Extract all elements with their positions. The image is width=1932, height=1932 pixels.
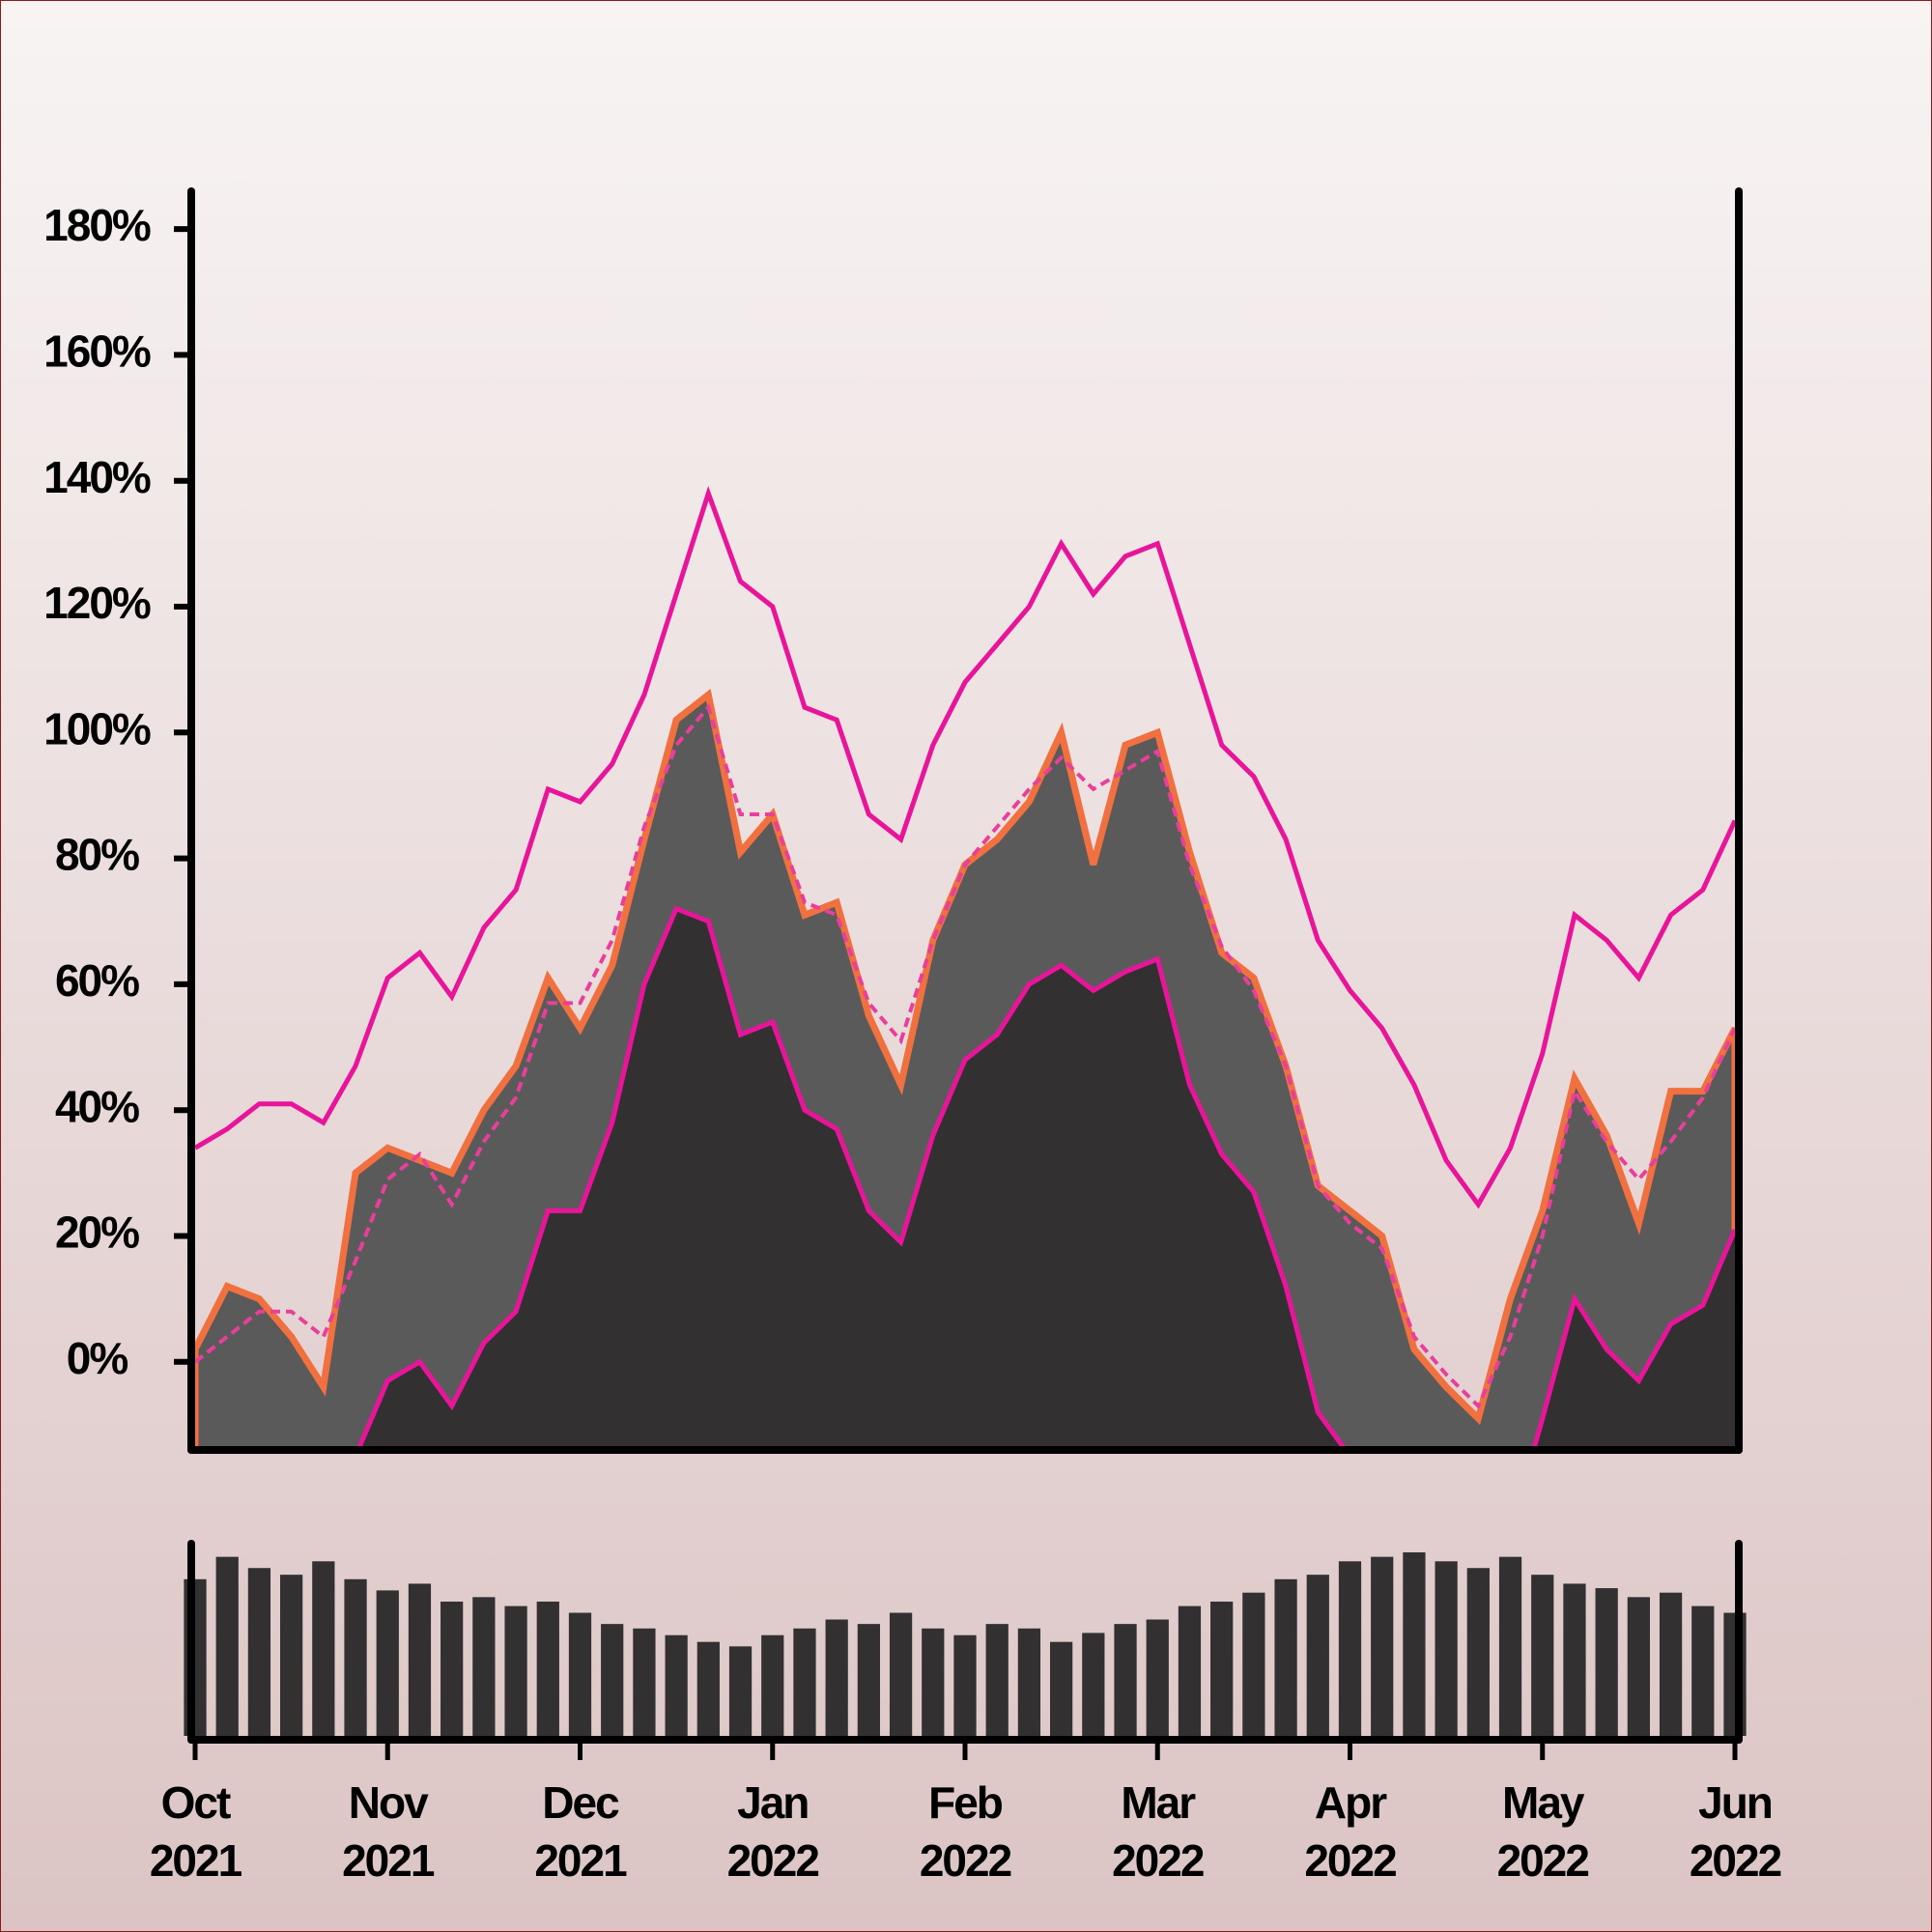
volume-bar xyxy=(728,1646,753,1736)
x-tick-label: May 2022 xyxy=(1496,1777,1590,1886)
volume-bar xyxy=(504,1605,527,1736)
middle-band xyxy=(193,703,1737,1409)
y-tick-label: 20% xyxy=(55,1208,139,1258)
x-tick-label: Dec 2021 xyxy=(534,1777,627,1886)
volume-bar xyxy=(344,1578,367,1736)
volume-bar xyxy=(1338,1561,1362,1736)
x-tick-label: Oct 2021 xyxy=(149,1777,242,1886)
y-tick-label: 40% xyxy=(55,1081,139,1131)
volume-bar xyxy=(1242,1592,1265,1736)
volume-bar xyxy=(1082,1633,1105,1736)
volume-bar xyxy=(472,1597,496,1736)
volume-bar xyxy=(601,1624,624,1736)
volume-area xyxy=(184,1552,1747,1736)
y-tick-label: 0% xyxy=(67,1333,128,1383)
volume-bar xyxy=(376,1590,399,1736)
lower-band-area xyxy=(357,908,1735,1450)
y-tick-label: 180% xyxy=(43,200,151,250)
volume-bar xyxy=(1146,1619,1169,1736)
volume-bar xyxy=(1627,1597,1650,1736)
x-tick-label: Jan 2022 xyxy=(726,1777,820,1886)
volume-bar xyxy=(1017,1628,1041,1736)
volume-bar xyxy=(1274,1578,1297,1736)
volume-bar xyxy=(1403,1552,1426,1736)
volume-bar xyxy=(1371,1556,1394,1736)
volume-bar xyxy=(1466,1568,1490,1736)
upper-band xyxy=(193,485,1738,1209)
volume-bar xyxy=(1498,1556,1522,1736)
y-tick-label: 60% xyxy=(55,955,139,1006)
volume-bar xyxy=(889,1612,913,1736)
volume-bar xyxy=(568,1612,592,1736)
volume-bar xyxy=(1691,1605,1715,1736)
volume-bar xyxy=(247,1568,271,1736)
x-tick-label: Apr 2022 xyxy=(1304,1777,1397,1886)
volume-bar xyxy=(1531,1575,1554,1736)
y-tick-label: 100% xyxy=(43,703,151,753)
volume-bar xyxy=(953,1634,977,1736)
volume-bar xyxy=(1659,1592,1683,1736)
volume-bar xyxy=(408,1583,432,1736)
volume-bar xyxy=(857,1624,880,1736)
plot-area xyxy=(191,485,1739,1450)
y-tick-label: 160% xyxy=(43,327,151,377)
volume-bar xyxy=(922,1628,945,1736)
x-tick-label: Jun 2022 xyxy=(1689,1777,1782,1886)
lower-band xyxy=(355,905,1738,1450)
y-tick-label: 120% xyxy=(43,578,151,628)
volume-bar xyxy=(793,1628,816,1736)
volume-bar xyxy=(696,1641,720,1736)
volume-bar xyxy=(665,1634,688,1736)
volume-bar xyxy=(1306,1575,1329,1736)
volume-bar xyxy=(1563,1583,1586,1736)
volume-bar xyxy=(312,1561,335,1736)
y-tick-label: 140% xyxy=(43,452,151,502)
x-tick-label: Nov 2021 xyxy=(342,1777,435,1886)
volume-bar xyxy=(985,1624,1009,1736)
volume-bar xyxy=(536,1601,559,1736)
volume-bar xyxy=(1178,1605,1202,1736)
volume-bar xyxy=(1435,1561,1458,1736)
x-tick-label: Feb 2022 xyxy=(919,1777,1012,1886)
volume-bar xyxy=(280,1575,303,1736)
volume-bar xyxy=(633,1628,656,1736)
volume-bar xyxy=(1050,1641,1073,1736)
volume-bar xyxy=(1595,1588,1618,1736)
y-tick-label: 80% xyxy=(55,830,139,880)
volume-bar xyxy=(1114,1624,1137,1736)
volume-bar xyxy=(440,1601,464,1736)
x-tick-label: Mar 2022 xyxy=(1112,1777,1205,1886)
volume-bar xyxy=(761,1634,784,1736)
axes xyxy=(174,187,1743,1760)
volume-bar xyxy=(825,1619,848,1736)
volume-bar xyxy=(215,1556,239,1736)
volume-bar xyxy=(1210,1601,1234,1736)
